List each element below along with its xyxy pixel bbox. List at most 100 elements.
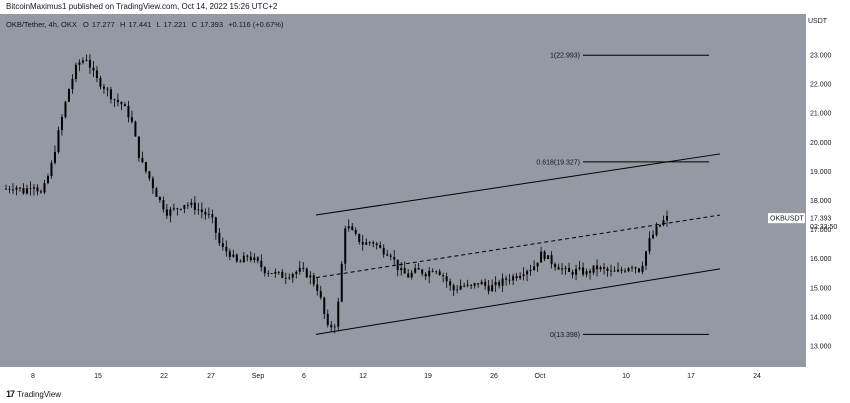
x-tick-label: 10 xyxy=(622,373,630,380)
y-tick-label: 14.000 xyxy=(810,314,832,321)
candle-body xyxy=(529,270,532,272)
candle-body xyxy=(410,272,413,278)
fib-level-label: 0(13.398) xyxy=(550,332,580,339)
candle-body xyxy=(407,273,410,278)
candle-body xyxy=(137,136,140,158)
candle-body xyxy=(610,270,613,272)
candle-body xyxy=(634,267,637,269)
candle-body xyxy=(193,202,196,210)
candle-body xyxy=(578,267,581,269)
candle-body xyxy=(498,282,501,286)
candle-body xyxy=(183,205,186,209)
candle-body xyxy=(46,176,49,184)
candle-body xyxy=(396,259,399,271)
price-chart[interactable]: 1(22.993) 0.618(19.327) 0(13.398) 23.000 22… xyxy=(0,14,850,386)
x-ticks-group: 8 15 22 27 Sep 6 12 19 26 Oct 10 17 24 xyxy=(31,373,761,380)
candle-body xyxy=(606,268,609,271)
candle-body xyxy=(543,251,546,259)
candle-body xyxy=(50,162,53,177)
candle-body xyxy=(116,99,119,103)
candle-body xyxy=(382,247,385,255)
y-ticks-group: 23.000 22.000 21.000 20.000 19.000 18.000 17.0… xyxy=(810,53,832,351)
candle-body xyxy=(473,283,476,286)
candle-body xyxy=(347,226,350,229)
candle-body xyxy=(312,275,315,285)
candle-body xyxy=(106,88,109,90)
x-tick-label: 17 xyxy=(687,373,695,380)
candle-body xyxy=(134,121,137,137)
candle-body xyxy=(452,285,455,291)
candle-body xyxy=(158,196,161,200)
open-label: O xyxy=(83,20,89,29)
price-tag: OKBUSDT 17.393 02:33:50 xyxy=(768,213,837,231)
brand-name: TradingView xyxy=(17,390,62,399)
plot-area[interactable] xyxy=(0,14,806,367)
price-tag-price: 17.393 xyxy=(810,216,832,223)
candle-body xyxy=(36,187,39,192)
time-axis[interactable] xyxy=(0,367,850,386)
candle-body xyxy=(358,233,361,243)
candle-body xyxy=(536,262,539,267)
candle-body xyxy=(564,267,567,269)
candle-body xyxy=(141,157,144,163)
candle-body xyxy=(123,104,126,107)
candle-body xyxy=(60,116,63,131)
candle-body xyxy=(67,89,70,102)
candle-body xyxy=(165,209,168,216)
candle-body xyxy=(428,270,431,277)
candle-body xyxy=(305,268,308,278)
candle-body xyxy=(74,64,77,80)
candle-body xyxy=(652,234,655,239)
close-label: C xyxy=(192,20,198,29)
publisher-bar: BitcoinMaximus1 published on TradingView… xyxy=(0,0,850,14)
candle-body xyxy=(344,228,347,264)
candle-body xyxy=(39,191,42,193)
channel-upper-line xyxy=(315,153,721,216)
candle-body xyxy=(29,188,32,190)
y-tick-label: 23.000 xyxy=(810,53,832,60)
candle-body xyxy=(421,269,424,274)
candle-body xyxy=(354,230,357,234)
candle-body xyxy=(445,276,448,282)
candle-body xyxy=(200,209,203,213)
channel-lower-line xyxy=(315,268,721,335)
candle-body xyxy=(43,183,46,193)
price-axis[interactable] xyxy=(806,14,850,367)
x-tick-label: 26 xyxy=(490,373,498,380)
candle-body xyxy=(540,251,543,263)
candle-body xyxy=(8,188,11,190)
candle-body xyxy=(603,267,606,269)
candle-body xyxy=(207,214,210,215)
y-tick-label: 17.000 xyxy=(810,227,832,234)
candle-body xyxy=(274,271,277,274)
candle-body xyxy=(15,187,18,190)
candle-body xyxy=(494,282,497,286)
candle-body xyxy=(624,270,627,272)
candle-body xyxy=(645,251,648,266)
tradingview-logo[interactable]: 17 TradingView xyxy=(6,386,61,403)
candle-body xyxy=(438,271,441,276)
logo-mark-icon: 17 xyxy=(6,389,15,399)
candle-body xyxy=(323,297,326,314)
candle-body xyxy=(505,278,508,280)
candle-body xyxy=(417,268,420,270)
candle-body xyxy=(655,226,658,235)
candle-body xyxy=(403,268,406,274)
candle-body xyxy=(190,202,193,205)
candle-body xyxy=(78,62,81,65)
y-tick-label: 20.000 xyxy=(810,140,832,147)
change-value: +0.116 (+0.67%) xyxy=(228,20,284,29)
candle-body xyxy=(228,251,231,257)
candle-body xyxy=(113,99,116,101)
candle-body xyxy=(368,242,371,244)
candle-body xyxy=(389,255,392,258)
candle-body xyxy=(309,275,312,278)
price-tag-symbol: OKBUSDT xyxy=(770,216,805,223)
candle-body xyxy=(155,188,158,197)
candle-body xyxy=(99,78,102,87)
candle-body xyxy=(169,209,172,216)
y-tick-label: 19.000 xyxy=(810,169,832,176)
candle-body xyxy=(249,256,252,261)
candle-body xyxy=(456,289,459,291)
